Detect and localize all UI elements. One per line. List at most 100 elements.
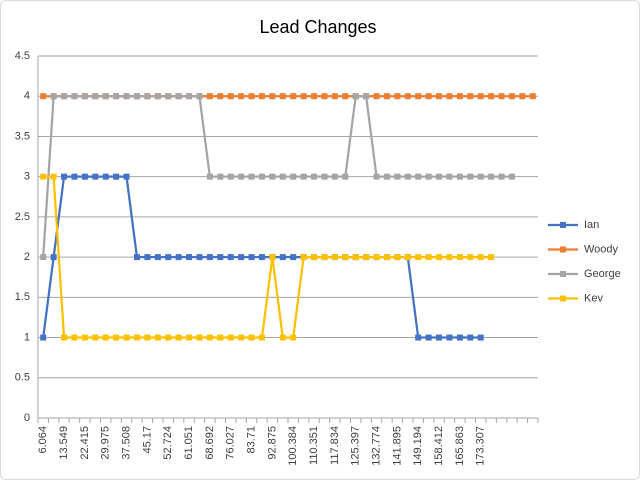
marker <box>71 173 78 180</box>
marker <box>144 93 151 100</box>
x-tick-label: 83.71 <box>245 426 257 454</box>
marker <box>456 173 463 180</box>
marker <box>415 254 422 261</box>
marker <box>394 93 401 100</box>
marker <box>311 173 318 180</box>
marker <box>477 93 484 100</box>
marker <box>477 254 484 261</box>
x-tick-label: 22.415 <box>79 426 91 460</box>
legend-marker <box>560 246 566 253</box>
x-tick-label: 45.17 <box>141 426 153 454</box>
x-tick-label: 149.194 <box>412 426 424 466</box>
marker <box>248 334 255 341</box>
chart-title: Lead Changes <box>259 17 376 37</box>
marker <box>258 93 265 100</box>
marker <box>206 254 213 261</box>
marker <box>311 93 318 100</box>
marker <box>206 334 213 341</box>
marker <box>50 93 57 100</box>
marker <box>196 334 203 341</box>
marker <box>290 173 297 180</box>
marker <box>352 254 359 261</box>
x-tick-label: 100.384 <box>287 426 299 466</box>
marker <box>113 334 120 341</box>
marker <box>488 254 495 261</box>
marker <box>331 173 338 180</box>
marker <box>404 173 411 180</box>
marker <box>425 254 432 261</box>
marker <box>154 93 161 100</box>
marker <box>71 93 78 100</box>
x-tick-label: 52.724 <box>162 426 174 460</box>
marker <box>258 334 265 341</box>
marker <box>165 93 172 100</box>
legend-label: Ian <box>584 219 599 231</box>
marker <box>363 93 370 100</box>
y-tick-label: 3.5 <box>15 130 30 142</box>
marker <box>206 173 213 180</box>
marker <box>248 173 255 180</box>
marker <box>40 254 47 261</box>
marker <box>456 334 463 341</box>
x-tick-label: 37.508 <box>120 426 132 460</box>
marker <box>123 173 130 180</box>
marker <box>258 254 265 261</box>
marker <box>519 93 526 100</box>
marker <box>467 334 474 341</box>
marker <box>40 173 47 180</box>
x-tick-label: 13.549 <box>58 426 70 460</box>
marker <box>331 254 338 261</box>
marker <box>227 254 234 261</box>
marker <box>40 334 47 341</box>
y-tick-label: 2 <box>24 251 30 263</box>
marker <box>404 93 411 100</box>
x-tick-label: 117.834 <box>329 426 341 465</box>
x-tick-label: 158.412 <box>433 426 445 466</box>
marker <box>165 334 172 341</box>
marker <box>102 93 109 100</box>
marker <box>227 334 234 341</box>
marker <box>40 93 47 100</box>
legend-marker <box>560 222 566 228</box>
marker <box>488 173 495 180</box>
marker <box>415 173 422 180</box>
legend-marker <box>560 295 566 302</box>
marker <box>206 93 213 100</box>
x-tick-label: 125.397 <box>350 426 362 466</box>
marker <box>394 254 401 261</box>
marker <box>238 173 245 180</box>
marker <box>446 254 453 261</box>
marker <box>300 173 307 180</box>
marker <box>113 173 120 180</box>
marker <box>415 334 422 341</box>
marker <box>279 93 286 100</box>
marker <box>290 93 297 100</box>
marker <box>321 93 328 100</box>
marker <box>217 93 224 100</box>
marker <box>279 334 286 341</box>
marker <box>425 173 432 180</box>
marker <box>508 93 515 100</box>
marker <box>290 334 297 341</box>
x-tick-label: 61.051 <box>183 426 195 460</box>
y-tick-label: 1 <box>24 331 30 343</box>
y-tick-label: 1.5 <box>15 291 30 303</box>
x-tick-label: 110.351 <box>308 426 320 465</box>
marker <box>61 93 68 100</box>
marker <box>175 93 182 100</box>
marker <box>217 334 224 341</box>
marker <box>227 93 234 100</box>
x-tick-label: 132.774 <box>370 426 382 466</box>
x-tick-label: 76.027 <box>225 426 237 460</box>
marker <box>238 93 245 100</box>
marker <box>373 254 380 261</box>
x-tick-label: 165.863 <box>454 426 466 466</box>
y-tick-label: 0 <box>24 412 30 424</box>
x-tick-label: 141.895 <box>391 426 403 466</box>
marker <box>123 334 130 341</box>
marker <box>342 173 349 180</box>
marker <box>102 334 109 341</box>
marker <box>186 93 193 100</box>
marker <box>123 93 130 100</box>
marker <box>436 173 443 180</box>
